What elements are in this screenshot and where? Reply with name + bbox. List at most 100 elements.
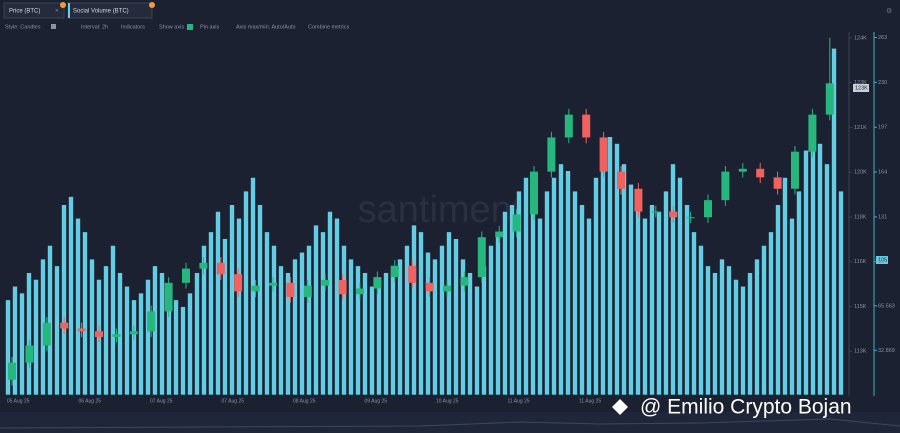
volume-bar bbox=[439, 245, 445, 396]
volume-bar bbox=[558, 163, 564, 396]
candle-body bbox=[60, 322, 69, 329]
volume-bar bbox=[390, 265, 396, 396]
candle-body bbox=[808, 114, 817, 152]
volume-bar bbox=[222, 238, 228, 396]
x-tick-label: 06 Aug 25 bbox=[79, 398, 102, 404]
candle-body bbox=[286, 282, 295, 298]
volume-bar bbox=[635, 190, 641, 396]
candle-body bbox=[8, 362, 16, 380]
candle-body bbox=[112, 334, 121, 337]
toolbar-item[interactable]: Style: Candles bbox=[5, 24, 41, 30]
volume-bar bbox=[432, 258, 438, 396]
volume-bar bbox=[642, 217, 648, 396]
badge bbox=[149, 2, 155, 8]
volume-bar bbox=[306, 245, 312, 396]
x-tick-label: 09 Aug 25 bbox=[365, 398, 388, 404]
volume-bar bbox=[656, 211, 662, 396]
volume-bar bbox=[460, 258, 466, 396]
y2-tick-label: 32.869 bbox=[878, 348, 895, 354]
y-tick-label: 116K bbox=[854, 259, 867, 265]
y-tick-label: 123K bbox=[854, 80, 867, 86]
volume-bar bbox=[817, 143, 823, 396]
volume-bar bbox=[173, 299, 179, 396]
toolbar-item[interactable]: Combine metrics bbox=[308, 24, 350, 30]
candle-body bbox=[617, 171, 625, 189]
volume-bar bbox=[61, 204, 67, 396]
volume-bar bbox=[488, 245, 494, 396]
x-tick-label: 05 Aug 25 bbox=[7, 398, 30, 404]
toolbar-item[interactable]: Interval: 2h bbox=[81, 24, 108, 30]
volume-bar bbox=[425, 251, 431, 396]
close-icon[interactable]: × bbox=[55, 9, 59, 15]
candle-body bbox=[512, 214, 521, 232]
y2-tick-label: 197 bbox=[878, 125, 887, 131]
y2-tick-label: 65.563 bbox=[878, 303, 895, 309]
volume-bar bbox=[180, 306, 186, 396]
volume-bar bbox=[586, 217, 592, 396]
volume-bar bbox=[481, 265, 487, 396]
volume-bar bbox=[299, 251, 305, 396]
candle-body bbox=[199, 262, 208, 269]
checkbox[interactable] bbox=[187, 24, 193, 30]
y2-tick-label: 164 bbox=[878, 169, 887, 175]
candle-body bbox=[182, 268, 190, 283]
volume-bar bbox=[313, 224, 319, 396]
plot bbox=[5, 37, 844, 396]
toolbar-item[interactable]: Indicators bbox=[121, 24, 145, 30]
volume-bar bbox=[726, 265, 732, 396]
x-tick-label: 07 Aug 25 bbox=[222, 398, 245, 404]
candle-body bbox=[721, 171, 730, 201]
volume-bar bbox=[131, 299, 137, 396]
volume-bar bbox=[474, 285, 480, 396]
y-tick-label: 113K bbox=[854, 349, 867, 355]
volume-bar bbox=[593, 177, 599, 396]
volume-bar bbox=[383, 272, 389, 396]
volume-bar bbox=[68, 196, 74, 396]
tab-price[interactable] bbox=[3, 2, 65, 19]
toolbar-item[interactable]: Show axis bbox=[159, 24, 184, 30]
candle-body bbox=[373, 277, 382, 289]
candle-body bbox=[564, 114, 573, 138]
volume-bar bbox=[278, 265, 284, 396]
settings-icon[interactable]: ⚙ bbox=[886, 7, 892, 15]
volume-bar bbox=[201, 245, 207, 396]
candle-body bbox=[582, 114, 591, 138]
color-swatch[interactable] bbox=[51, 24, 56, 29]
volume-bar bbox=[747, 272, 753, 396]
volume-bar bbox=[418, 231, 424, 396]
candle-body bbox=[634, 188, 643, 212]
candle-body bbox=[599, 137, 608, 172]
navigator[interactable] bbox=[0, 412, 900, 433]
volume-bar bbox=[75, 217, 81, 396]
volume-bar bbox=[649, 204, 655, 396]
candle-body bbox=[338, 279, 347, 295]
candle-body bbox=[477, 237, 486, 278]
volume-bar bbox=[621, 163, 627, 396]
volume-bar bbox=[775, 204, 781, 396]
volume-bar bbox=[712, 272, 718, 396]
y-tick-label: 115K bbox=[854, 304, 867, 310]
volume-bar bbox=[355, 265, 361, 396]
volume-bar bbox=[677, 177, 683, 396]
x-tick-label: 07 Aug 25 bbox=[150, 398, 173, 404]
volume-bar bbox=[810, 122, 816, 396]
toolbar-item[interactable]: Pin axis bbox=[200, 24, 220, 30]
candle-body bbox=[234, 274, 243, 292]
volume-bar bbox=[789, 217, 795, 396]
volume-bar bbox=[159, 272, 165, 396]
candle-body bbox=[390, 265, 399, 278]
y2-tick-label: 98 bbox=[878, 259, 884, 265]
volume-bar bbox=[719, 258, 725, 396]
volume-bar bbox=[824, 163, 830, 396]
volume-bar bbox=[537, 217, 543, 396]
volume-bar bbox=[124, 285, 130, 396]
toolbar-item[interactable]: Axis max/min: Auto/Auto bbox=[236, 24, 296, 30]
volume-bar bbox=[236, 217, 242, 396]
badge bbox=[60, 2, 66, 8]
volume-bar bbox=[579, 204, 585, 396]
candle-body bbox=[356, 288, 364, 295]
volume-bar bbox=[404, 245, 410, 396]
volume-bar bbox=[243, 190, 249, 396]
volume-bar bbox=[348, 258, 354, 396]
